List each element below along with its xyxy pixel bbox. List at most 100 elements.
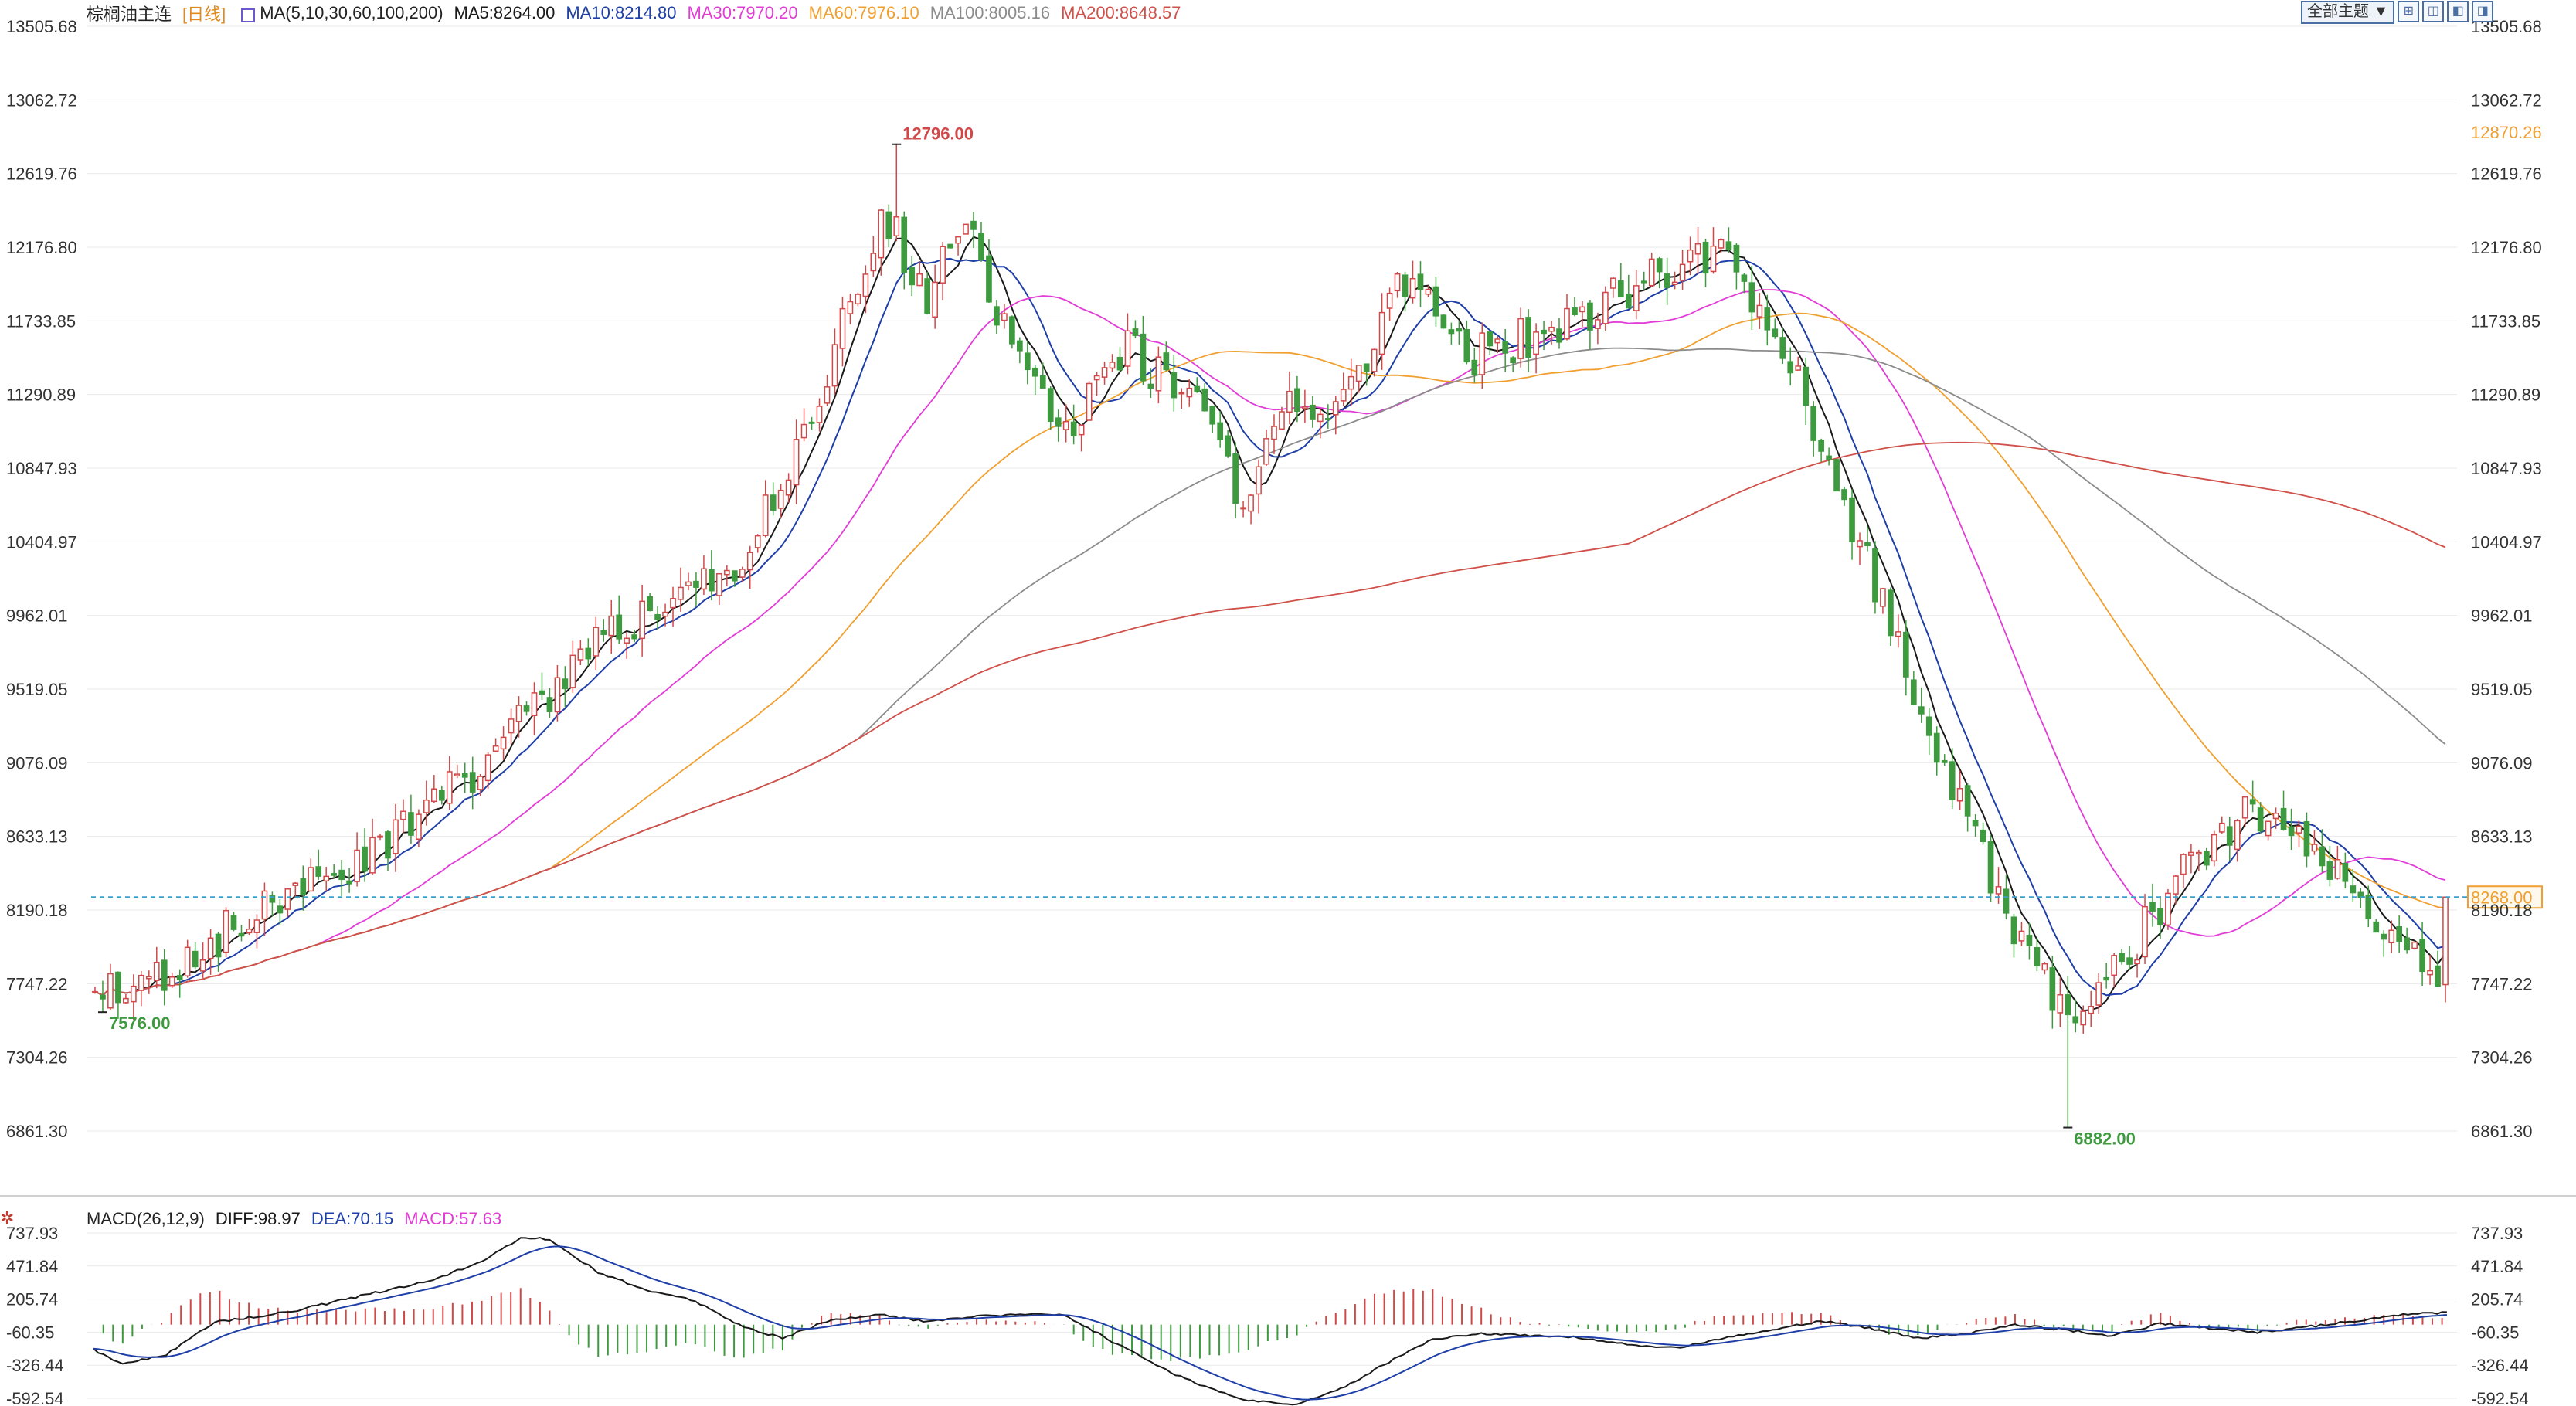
candle-body bbox=[1039, 375, 1046, 389]
left-tick-label-1: 13062.72 bbox=[6, 90, 77, 110]
candle-body bbox=[1132, 328, 1139, 336]
candle-body bbox=[569, 654, 576, 688]
candle-body bbox=[1933, 732, 1940, 763]
candle-body bbox=[184, 946, 191, 977]
candle-body bbox=[500, 736, 507, 750]
candle-body bbox=[2435, 965, 2441, 987]
candle-body bbox=[2311, 844, 2318, 852]
candle-body bbox=[808, 421, 815, 424]
candle-body bbox=[1155, 356, 1162, 392]
candle-body bbox=[1340, 389, 1347, 402]
candle-body bbox=[893, 216, 900, 237]
candle-body bbox=[577, 648, 584, 661]
panel-left-icon[interactable]: ◧ bbox=[2447, 1, 2469, 22]
theme-select[interactable]: 全部主题 ▼ bbox=[2301, 1, 2395, 24]
candle-body bbox=[1194, 385, 1201, 393]
candle-body bbox=[1271, 426, 1277, 440]
macd-params-label[interactable]: MACD(26,12,9) bbox=[87, 1209, 205, 1228]
candle-body bbox=[2026, 935, 2033, 946]
candle-body bbox=[1471, 359, 1478, 375]
candle-body bbox=[1031, 367, 1038, 377]
macd-right-tick-4: -326.44 bbox=[2471, 1356, 2529, 1375]
candle-body bbox=[430, 788, 437, 803]
candle-body bbox=[546, 697, 553, 712]
panel-right-icon[interactable]: ◨ bbox=[2472, 1, 2494, 22]
candle-body bbox=[654, 613, 661, 620]
candle-body bbox=[2319, 846, 2326, 867]
chevron-down-icon: ▼ bbox=[2373, 3, 2389, 20]
candle-body bbox=[1972, 820, 1979, 827]
candle-body bbox=[716, 572, 722, 596]
candle-body bbox=[115, 971, 121, 1004]
candle-body bbox=[438, 790, 445, 801]
ma-params-label[interactable]: MA(5,10,30,60,100,200) bbox=[260, 3, 443, 22]
candle-body bbox=[1910, 679, 1917, 705]
candle-body bbox=[2003, 888, 2010, 914]
candle-body bbox=[1956, 788, 1963, 802]
candle-body bbox=[978, 233, 984, 260]
candle-body bbox=[362, 846, 368, 872]
settings-gear-icon[interactable]: ✲ bbox=[0, 1208, 15, 1228]
candle-body bbox=[662, 611, 668, 617]
candle-body bbox=[1502, 341, 1509, 354]
candle-body bbox=[2334, 859, 2341, 879]
candle-body bbox=[123, 997, 129, 1004]
candle-body bbox=[531, 692, 538, 717]
candle-body bbox=[393, 819, 399, 854]
candle-body bbox=[1949, 761, 1956, 800]
candle-body bbox=[608, 615, 615, 637]
candle-body bbox=[731, 570, 738, 582]
candle-body bbox=[1640, 280, 1647, 284]
ma-line-ma100 bbox=[94, 347, 2446, 997]
candle-body bbox=[1517, 318, 1524, 359]
candle-body bbox=[1694, 243, 1701, 255]
ma-value-1: MA10:8214.80 bbox=[566, 3, 677, 22]
candle-body bbox=[847, 301, 854, 314]
candle-body bbox=[176, 975, 183, 981]
period-label[interactable]: [日线] bbox=[182, 5, 226, 24]
candle-body bbox=[1710, 245, 1717, 273]
candle-body bbox=[215, 933, 222, 958]
candle-body bbox=[1756, 304, 1763, 318]
candle-body bbox=[2010, 916, 2017, 945]
candle-body bbox=[2119, 953, 2125, 963]
candle-body bbox=[1286, 390, 1293, 413]
candle-body bbox=[1062, 420, 1069, 430]
candle-body bbox=[1432, 286, 1439, 317]
indicator-icon[interactable] bbox=[241, 8, 256, 22]
candle-body bbox=[2218, 822, 2225, 833]
candle-body bbox=[1872, 548, 1878, 603]
candle-body bbox=[161, 959, 168, 991]
candle-body bbox=[100, 994, 106, 1000]
candle-body bbox=[1841, 489, 1847, 501]
layout-grid-icon[interactable]: ⊞ bbox=[2398, 1, 2420, 22]
candle-body bbox=[1232, 453, 1239, 504]
theme-select-label: 全部主题 bbox=[2307, 3, 2369, 20]
candle-body bbox=[400, 810, 406, 820]
current-price-box bbox=[2467, 885, 2543, 909]
candle-body bbox=[1409, 277, 1416, 299]
candle-body bbox=[2226, 826, 2233, 846]
candle-body bbox=[2088, 1006, 2095, 1014]
candle-body bbox=[2234, 820, 2241, 851]
candle-body bbox=[1001, 313, 1008, 321]
candle-body bbox=[1217, 422, 1224, 440]
price-annotations: 12796.00 7576.00 6882.00 bbox=[97, 124, 2136, 1149]
candlestick-series bbox=[92, 144, 2449, 1128]
candle-body bbox=[1941, 759, 1948, 763]
macd-left-tick-1: 471.84 bbox=[6, 1257, 58, 1276]
ma-value-5: MA200:8648.57 bbox=[1061, 3, 1181, 22]
candle-body bbox=[1186, 387, 1193, 398]
candle-body bbox=[1302, 406, 1308, 409]
candle-body bbox=[261, 890, 268, 920]
candle-body bbox=[1479, 332, 1486, 375]
candle-body bbox=[1779, 337, 1786, 359]
candle-body bbox=[1078, 424, 1085, 436]
candle-body bbox=[1579, 306, 1585, 313]
candle-body bbox=[2134, 959, 2140, 965]
layout-split-icon[interactable]: ◫ bbox=[2422, 1, 2445, 22]
candle-body bbox=[138, 974, 144, 991]
right-tick-label-10: 9076.09 bbox=[2471, 753, 2533, 773]
candle-body bbox=[1741, 274, 1748, 282]
